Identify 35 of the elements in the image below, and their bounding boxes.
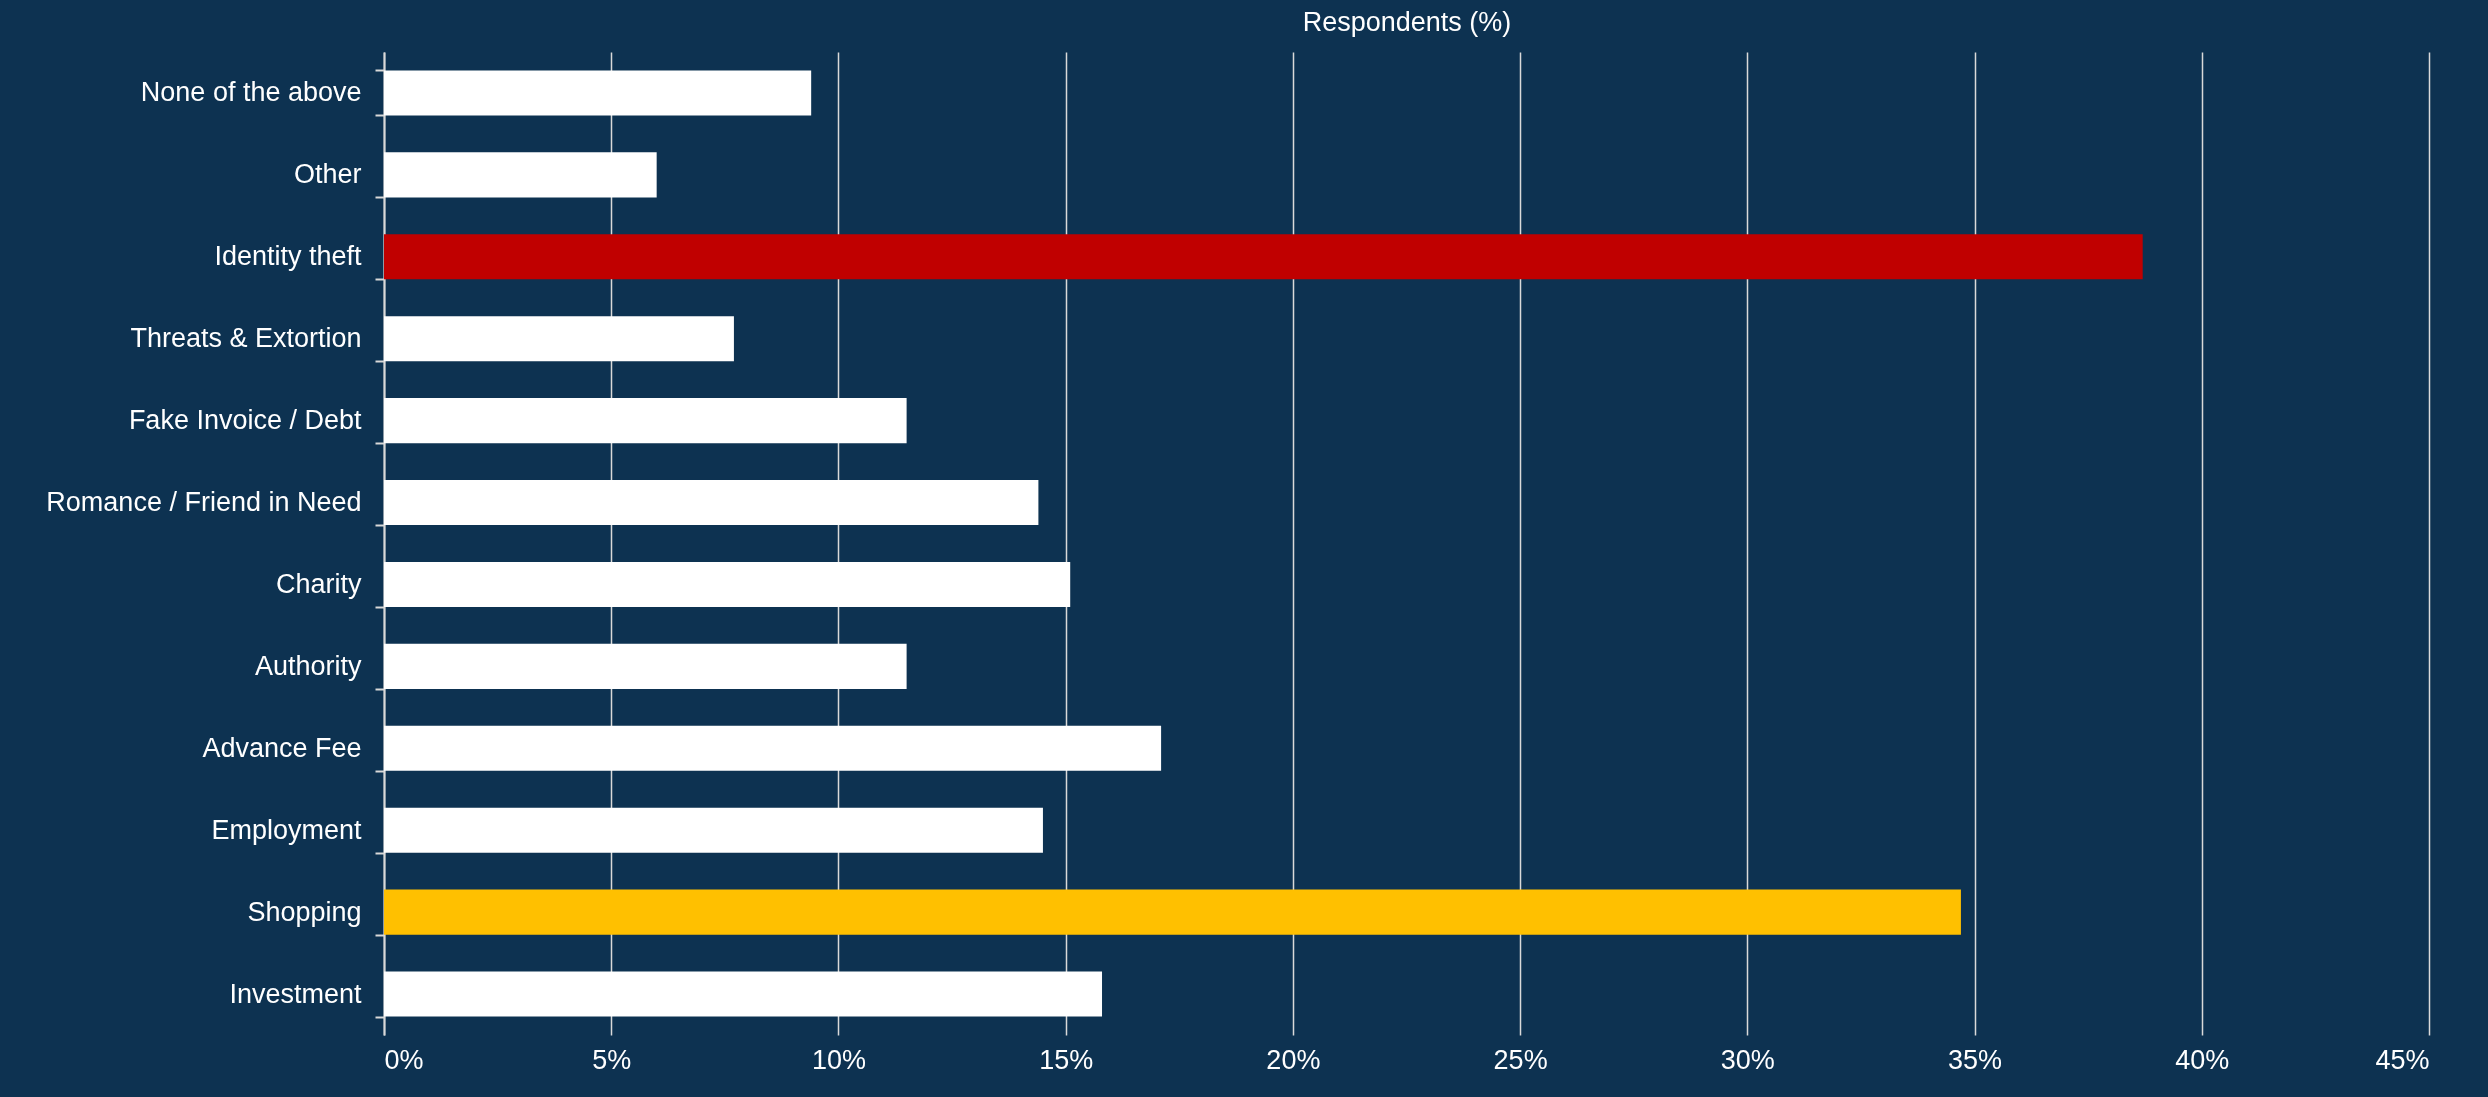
y-tick-label: Investment <box>229 978 362 1009</box>
x-tick-label: 10% <box>811 1044 866 1075</box>
y-tick-label: Employment <box>211 814 362 845</box>
y-tick-label: Identity theft <box>214 241 362 272</box>
x-tick-label: 15% <box>1039 1044 1094 1075</box>
y-tick-label: Shopping <box>247 896 362 927</box>
bar <box>384 643 907 689</box>
y-tick-label: Fake Invoice / Debt <box>128 405 362 436</box>
x-tick-label: 35% <box>1948 1044 2003 1075</box>
x-tick-label: 25% <box>1493 1044 1548 1075</box>
x-tick-label: 20% <box>1266 1044 1321 1075</box>
bar <box>384 234 2143 280</box>
y-tick-label: Authority <box>254 650 362 681</box>
bar <box>384 971 1103 1017</box>
bar <box>384 316 734 362</box>
x-tick-label: 30% <box>1720 1044 1775 1075</box>
bar <box>384 480 1039 526</box>
y-tick-label: Other <box>293 159 362 190</box>
bar <box>384 398 907 444</box>
y-tick-label: Romance / Friend in Need <box>46 487 362 518</box>
bar <box>384 152 657 198</box>
x-tick-label: 40% <box>2175 1044 2230 1075</box>
y-tick-label: Advance Fee <box>202 732 362 763</box>
y-tick-label: Threats & Extortion <box>130 323 362 354</box>
y-tick-label: Charity <box>275 568 362 599</box>
bar <box>384 725 1162 771</box>
x-axis-title: Respondents (%) <box>1302 6 1512 37</box>
y-tick-label: None of the above <box>140 77 362 108</box>
x-tick-label: 5% <box>592 1044 632 1075</box>
x-tick-label: 0% <box>384 1044 424 1075</box>
x-tick-label: 45% <box>2375 1044 2430 1075</box>
bar <box>384 70 812 116</box>
bar <box>384 807 1043 853</box>
bar <box>384 889 1961 935</box>
bar <box>384 561 1071 607</box>
